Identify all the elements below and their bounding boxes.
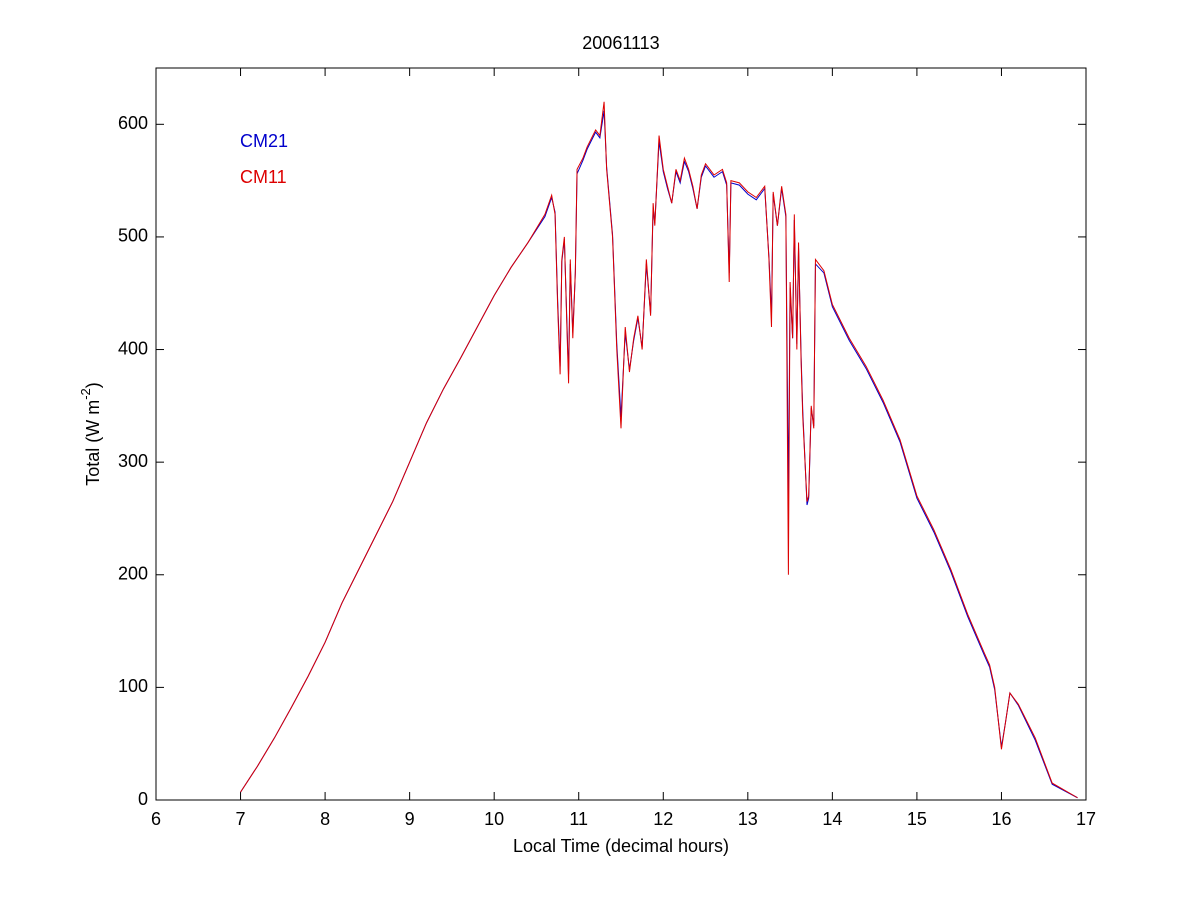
y-tick-label: 500: [118, 226, 148, 246]
x-tick-label: 15: [907, 809, 927, 829]
x-tick-label: 6: [151, 809, 161, 829]
x-tick-label: 12: [653, 809, 673, 829]
x-tick-label: 13: [738, 809, 758, 829]
y-axis-label: Total (W m-2): [78, 382, 102, 486]
y-tick-label: 600: [118, 113, 148, 133]
x-tick-label: 8: [320, 809, 330, 829]
y-tick-label: 300: [118, 451, 148, 471]
y-label-sup: -2: [78, 388, 93, 400]
x-tick-label: 10: [484, 809, 504, 829]
x-tick-label: 16: [991, 809, 1011, 829]
y-tick-label: 400: [118, 338, 148, 358]
legend-label: CM11: [240, 167, 287, 187]
chart-title: 20061113: [582, 33, 659, 53]
y-tick-label: 0: [138, 789, 148, 809]
axes-box: [155, 67, 1087, 801]
data-line: [240, 101, 1078, 799]
y-tick-label: 200: [118, 564, 148, 584]
x-tick-label: 7: [236, 809, 246, 829]
legend-label: CM21: [240, 131, 288, 151]
y-tick-label: 100: [118, 676, 148, 696]
data-line: [240, 110, 1078, 799]
x-tick-label: 14: [822, 809, 842, 829]
x-axis-label: Local Time (decimal hours): [513, 836, 729, 856]
x-tick-label: 17: [1076, 809, 1096, 829]
x-tick-label: 11: [569, 809, 588, 829]
x-tick-label: 9: [405, 809, 415, 829]
y-label-end: ): [83, 382, 103, 388]
y-label-text: Total (W m: [83, 400, 103, 486]
